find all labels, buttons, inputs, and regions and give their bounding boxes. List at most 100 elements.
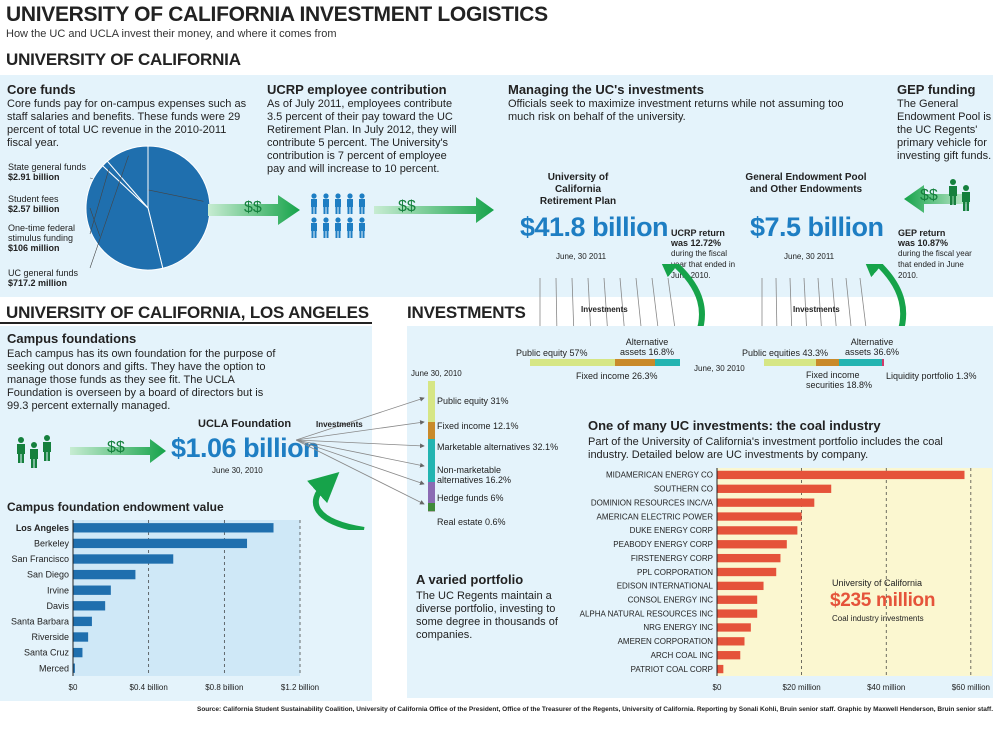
x-tick-label: $0 — [713, 683, 722, 692]
category-label: PATRIOT COAL CORP — [631, 665, 713, 674]
gep-funding-title: GEP funding — [897, 82, 976, 97]
endowment-chart-title: Campus foundation endowment value — [7, 500, 224, 514]
dollar-icon: $$ — [107, 439, 125, 456]
bar — [717, 664, 724, 674]
allocation-segment — [615, 359, 655, 366]
pie-label-state: State general funds $2.91 billion — [8, 162, 87, 182]
person-icon — [347, 193, 353, 199]
category-label: SOUTHERN CO — [654, 485, 713, 494]
investments-label-ucrp: Investments — [581, 305, 628, 314]
ucla-seg-label: Hedge funds 6% — [437, 493, 504, 503]
bar — [73, 554, 174, 564]
category-label: EDISON INTERNATIONAL — [617, 582, 714, 591]
ucla-foundation-amount: $1.06 billion — [171, 433, 320, 463]
ucla-allocation-bar — [428, 381, 435, 512]
flow-arrow-gep — [904, 185, 970, 213]
divider — [0, 322, 372, 324]
allocation-segment — [764, 359, 816, 366]
core-funds-title: Core funds — [7, 82, 76, 97]
person-icon — [359, 217, 365, 223]
core-funds-text: Core funds pay for on-campus expenses su… — [7, 98, 247, 149]
coal-text: Part of the University of California's i… — [588, 436, 943, 461]
allocation-segment — [815, 359, 839, 366]
managing-text: Officials seek to maximize investment re… — [508, 98, 844, 123]
fan-line — [296, 439, 425, 505]
bar — [73, 585, 111, 595]
x-tick-label: $0.8 billion — [205, 683, 243, 692]
x-tick-label: $0 — [69, 683, 78, 692]
category-label: PPL CORPORATION — [637, 568, 713, 577]
person-icon — [335, 217, 341, 223]
category-label: DOMINION RESOURCES INC/VA — [591, 498, 714, 507]
coal-callout-amount: $235 million — [830, 590, 936, 611]
category-label: DUKE ENERGY CORP — [630, 526, 713, 535]
allocation-segment — [428, 481, 435, 504]
page-subtitle: How the UC and UCLA invest their money, … — [6, 28, 337, 40]
bar — [717, 553, 781, 563]
pie-leader-line — [89, 167, 110, 235]
category-label: AMERICAN ELECTRIC POWER — [597, 512, 714, 521]
bar — [717, 651, 741, 660]
uc-section-title: UNIVERSITY OF CALIFORNIA — [6, 50, 241, 69]
ucla-seg-label: Marketable alternatives 32.1% — [437, 442, 559, 452]
bar — [717, 581, 764, 591]
fan-line — [296, 439, 425, 485]
ucrp-return: UCRP return was 12.72% during the fiscal y… — [671, 228, 736, 280]
pie-leader-line — [89, 155, 129, 269]
dollar-icon: $$ — [398, 198, 416, 215]
retirement-amount: $41.8 billion — [520, 212, 669, 242]
employees-icon — [311, 193, 365, 238]
fan-line — [296, 439, 425, 449]
managing-title: Managing the UC's investments — [508, 82, 704, 97]
donors-icon — [17, 435, 51, 468]
ucla-foundation-date: June 30, 2010 — [212, 466, 263, 475]
campus-foundations-text: Each campus has its own foundation for t… — [7, 348, 276, 412]
bar — [717, 470, 965, 480]
ucla-seg-label: Non-marketable alternatives 16.2% — [437, 465, 512, 485]
allocation-segment — [428, 381, 435, 423]
category-label: MIDAMERICAN ENERGY CO — [606, 471, 713, 480]
category-label: Santa Barbara — [11, 617, 69, 627]
person-icon — [359, 193, 365, 199]
coal-title: One of many UC investments: the coal ind… — [588, 418, 881, 433]
ucla-seg-label: Real estate 0.6% — [437, 517, 506, 527]
bar — [73, 538, 248, 549]
ucrp-fixed-label: Fixed income 26.3% — [576, 371, 658, 381]
pie-label-fees: Student fees $2.57 billion — [8, 194, 60, 214]
allocation-segment — [428, 511, 435, 512]
donors-icon — [949, 179, 970, 211]
varied-title: A varied portfolio — [416, 572, 524, 587]
person-icon — [311, 217, 317, 223]
category-label: Riverside — [31, 632, 69, 642]
ucrp-alt-label: Alternative assets 16.8% — [620, 337, 675, 357]
allocation-segment — [838, 359, 883, 366]
ucrp-text: As of July 2011, employees contribute 3.… — [267, 98, 457, 175]
fan-line — [296, 396, 425, 441]
category-label: San Francisco — [11, 554, 69, 564]
person-icon — [323, 217, 329, 223]
bar — [73, 647, 83, 658]
pie-slice — [85, 165, 164, 271]
flow-arrow-2 — [374, 197, 494, 223]
pie-slice — [147, 145, 210, 269]
allocation-segment — [882, 359, 884, 366]
allocation-segment — [654, 359, 680, 366]
person-icon — [347, 217, 353, 223]
category-label: San Diego — [27, 570, 69, 580]
bar — [73, 616, 92, 627]
category-label: FIRSTENERGY CORP — [631, 554, 713, 563]
bar — [717, 484, 832, 493]
ucrp-equity-label: Public equity 57% — [516, 348, 588, 358]
gep-amount: $7.5 billion — [750, 212, 884, 242]
category-label: Santa Cruz — [24, 648, 70, 658]
category-label: Davis — [46, 601, 69, 611]
allocation-segment — [530, 359, 616, 366]
ucrp-title: UCRP employee contribution — [267, 82, 447, 97]
gep-name: General Endowment Pool and Other Endowmen… — [745, 172, 867, 195]
pie-label-stimulus: One-time federal stimulus funding $106 mi… — [8, 223, 76, 253]
bar — [717, 540, 787, 549]
bar — [717, 498, 815, 507]
bar — [73, 523, 274, 533]
ucla-portfolio-date: June 30, 2010 — [411, 369, 462, 378]
category-label: Merced — [39, 663, 69, 673]
